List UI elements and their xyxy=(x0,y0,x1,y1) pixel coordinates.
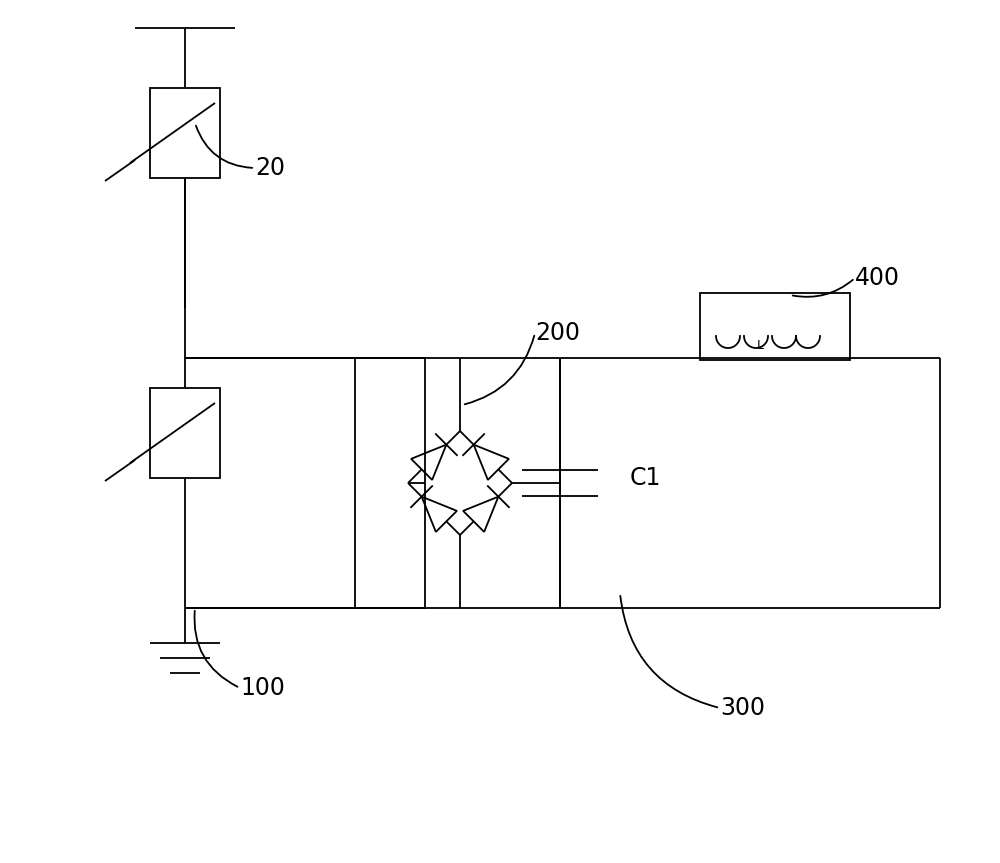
Bar xyxy=(150,388,220,478)
Bar xyxy=(150,88,220,178)
Text: 100: 100 xyxy=(240,676,285,700)
Text: 200: 200 xyxy=(535,321,580,345)
Bar xyxy=(700,293,850,360)
Bar xyxy=(355,358,425,608)
Text: 400: 400 xyxy=(855,266,900,290)
Text: L: L xyxy=(757,339,764,352)
Text: C1: C1 xyxy=(630,466,661,490)
Text: 20: 20 xyxy=(255,156,285,180)
Text: 300: 300 xyxy=(720,696,765,720)
